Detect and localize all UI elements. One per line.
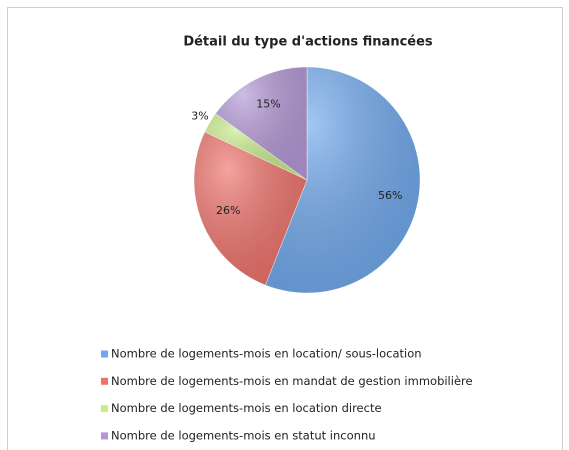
legend-swatch bbox=[101, 377, 108, 385]
value-label: 15% bbox=[256, 97, 280, 110]
legend-label: Nombre de logements-mois en statut incon… bbox=[111, 428, 376, 442]
legend-label: Nombre de logements-mois en mandat de ge… bbox=[111, 374, 473, 388]
legend-label: Nombre de logements-mois en location/ so… bbox=[111, 347, 422, 361]
legend-label: Nombre de logements-mois en location dir… bbox=[111, 401, 382, 415]
value-label: 3% bbox=[191, 110, 208, 123]
value-label: 56% bbox=[378, 189, 402, 202]
value-label: 26% bbox=[216, 204, 240, 217]
legend-swatch bbox=[101, 405, 108, 413]
chart-title: Détail du type d'actions financées bbox=[183, 35, 433, 50]
legend-swatch bbox=[101, 432, 108, 440]
legend-swatch bbox=[101, 350, 108, 358]
